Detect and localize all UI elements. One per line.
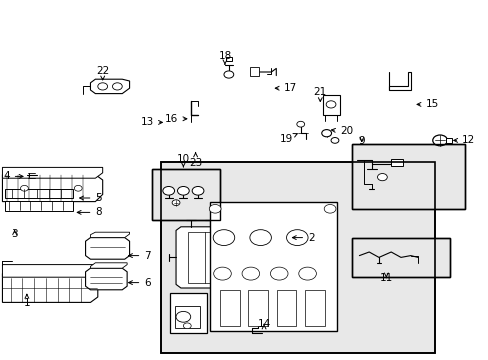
Bar xyxy=(151,169,220,220)
Text: 15: 15 xyxy=(416,99,438,109)
Bar xyxy=(248,290,267,326)
Circle shape xyxy=(213,267,231,280)
Bar xyxy=(351,238,449,277)
Text: 6: 6 xyxy=(128,278,151,288)
Bar xyxy=(175,306,199,328)
Bar xyxy=(351,238,449,277)
Bar xyxy=(250,67,259,76)
Circle shape xyxy=(172,200,180,206)
Bar xyxy=(161,162,434,353)
Text: 23: 23 xyxy=(188,153,202,168)
Bar xyxy=(305,290,324,326)
Circle shape xyxy=(192,186,203,195)
Circle shape xyxy=(163,186,174,195)
Circle shape xyxy=(74,185,82,191)
Circle shape xyxy=(242,267,259,280)
Circle shape xyxy=(321,130,331,137)
Circle shape xyxy=(249,230,271,246)
Circle shape xyxy=(298,267,316,280)
Polygon shape xyxy=(2,274,98,302)
Text: 1: 1 xyxy=(23,294,30,308)
Circle shape xyxy=(98,83,107,90)
Bar xyxy=(445,138,451,143)
Circle shape xyxy=(176,311,190,322)
Polygon shape xyxy=(90,232,129,238)
Circle shape xyxy=(213,230,234,246)
Text: 10: 10 xyxy=(177,154,189,167)
Bar xyxy=(5,201,73,211)
Bar xyxy=(220,290,239,326)
Text: 13: 13 xyxy=(141,117,162,127)
Bar xyxy=(351,144,464,209)
Bar xyxy=(170,293,206,333)
Polygon shape xyxy=(2,175,102,202)
Circle shape xyxy=(330,138,338,143)
Circle shape xyxy=(177,186,189,195)
Text: 7: 7 xyxy=(128,251,151,261)
Text: 12: 12 xyxy=(453,135,474,145)
Text: 17: 17 xyxy=(275,83,296,93)
Polygon shape xyxy=(85,238,129,259)
Text: 16: 16 xyxy=(165,114,186,124)
Circle shape xyxy=(324,204,335,213)
Text: 4: 4 xyxy=(3,171,23,181)
Bar xyxy=(151,169,220,220)
Circle shape xyxy=(224,71,233,78)
Text: 21: 21 xyxy=(313,87,326,102)
Text: 8: 8 xyxy=(77,207,102,217)
Text: 11: 11 xyxy=(379,273,392,283)
Text: 14: 14 xyxy=(257,319,270,329)
Text: 9: 9 xyxy=(358,136,365,146)
Polygon shape xyxy=(2,265,98,277)
Bar xyxy=(5,189,73,198)
Polygon shape xyxy=(85,268,127,290)
Bar xyxy=(276,290,296,326)
Text: 20: 20 xyxy=(331,126,352,136)
Circle shape xyxy=(270,267,287,280)
Circle shape xyxy=(209,204,221,213)
Polygon shape xyxy=(388,72,410,90)
Text: 2: 2 xyxy=(292,233,314,243)
Circle shape xyxy=(183,323,191,329)
Bar xyxy=(210,202,337,331)
Bar xyxy=(322,95,339,115)
Circle shape xyxy=(286,230,307,246)
Polygon shape xyxy=(176,227,327,288)
Text: 19: 19 xyxy=(280,134,297,144)
Polygon shape xyxy=(90,263,127,268)
Polygon shape xyxy=(90,79,129,94)
Text: 3: 3 xyxy=(11,229,18,239)
Text: 5: 5 xyxy=(80,193,102,203)
Text: 18: 18 xyxy=(218,51,231,64)
Bar xyxy=(351,144,464,209)
Circle shape xyxy=(20,185,28,191)
Circle shape xyxy=(296,121,304,127)
Bar xyxy=(161,162,434,353)
Circle shape xyxy=(325,101,335,108)
Circle shape xyxy=(432,135,447,146)
Bar xyxy=(188,232,317,283)
Text: 22: 22 xyxy=(96,66,109,80)
Circle shape xyxy=(377,174,386,181)
Bar xyxy=(225,57,232,61)
Circle shape xyxy=(112,83,122,90)
Bar xyxy=(390,159,403,166)
Polygon shape xyxy=(2,167,102,178)
